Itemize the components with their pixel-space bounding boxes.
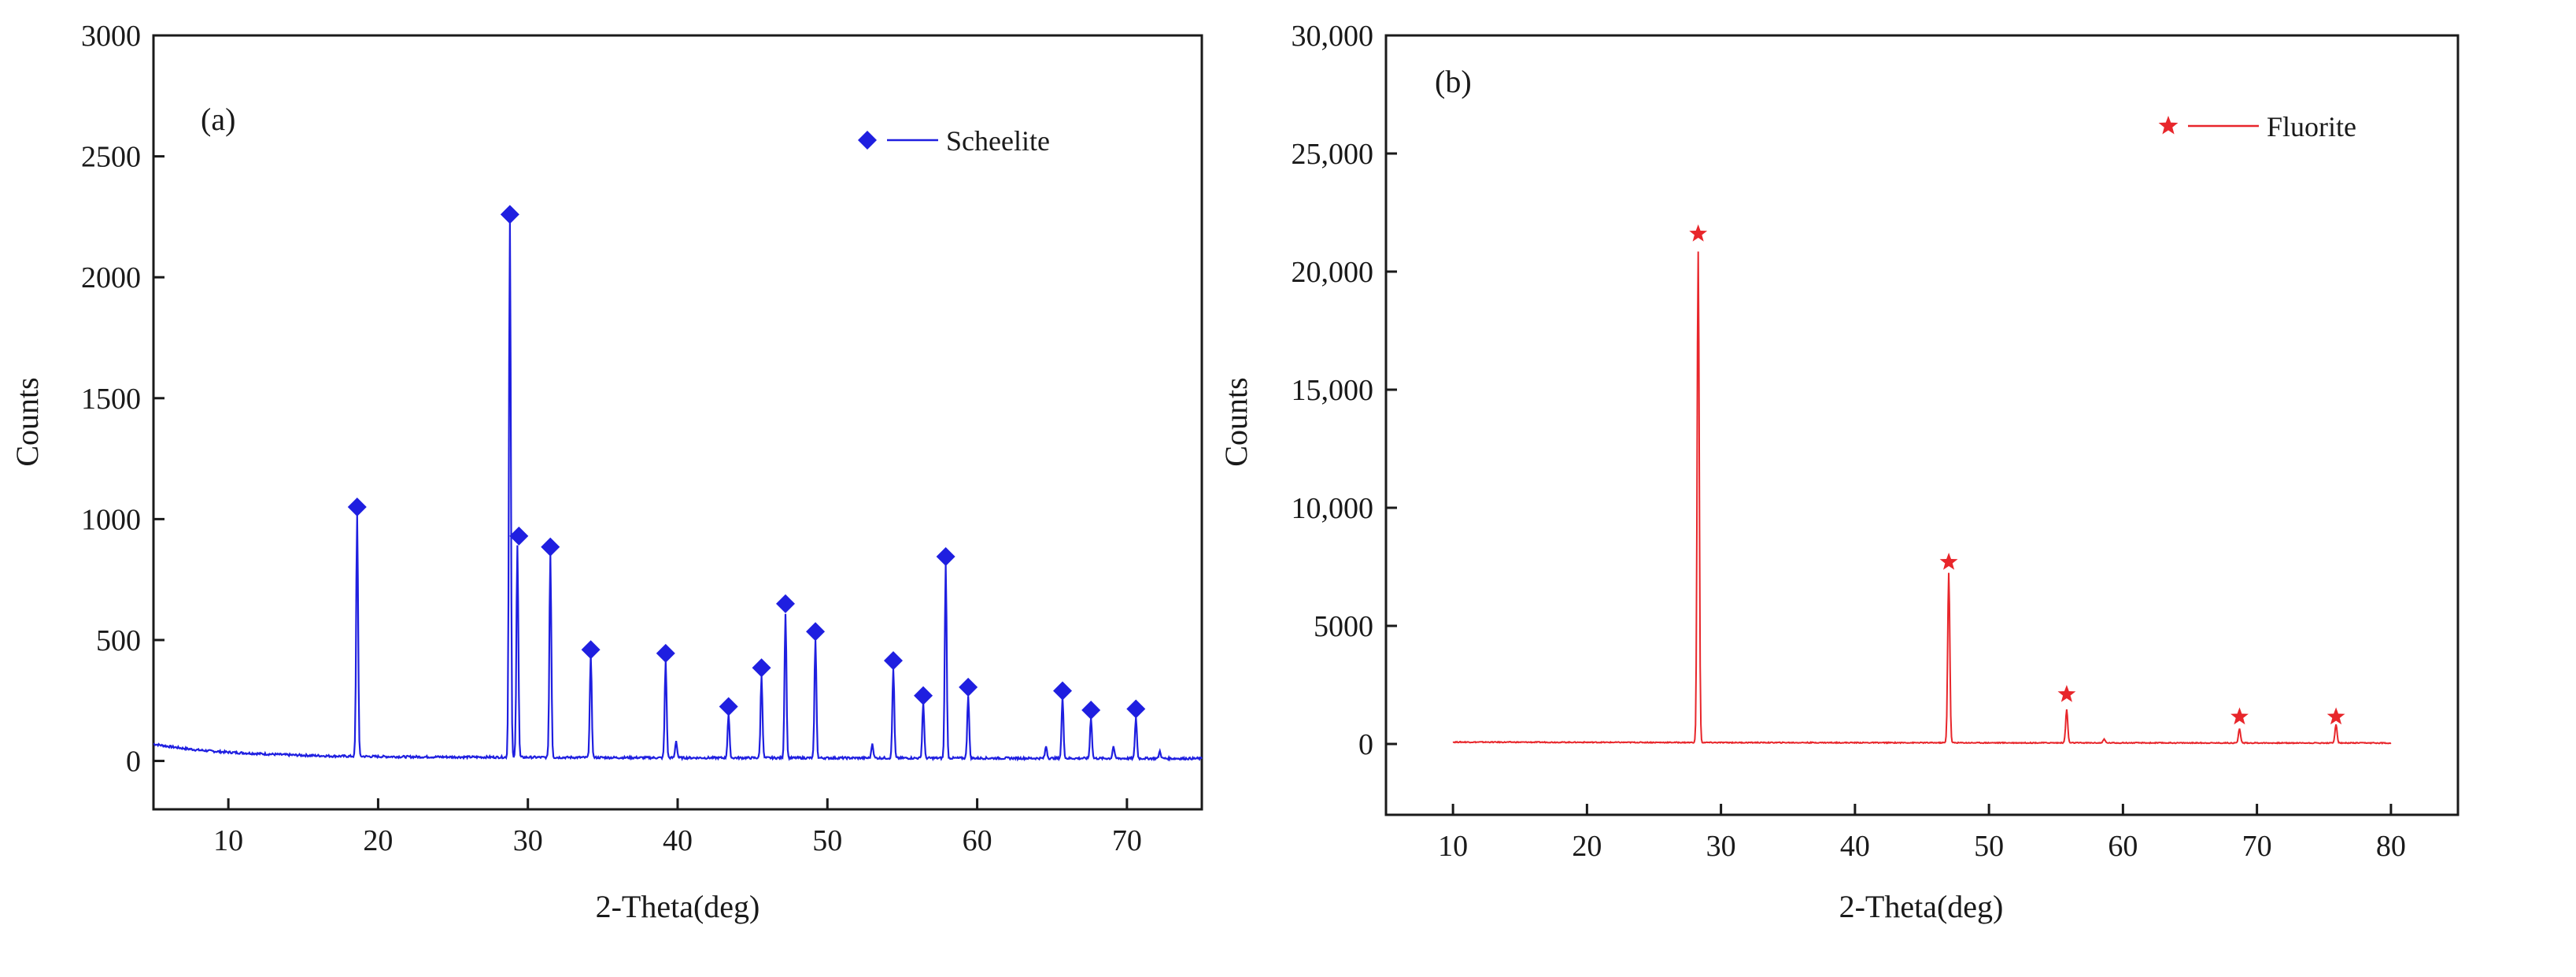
peak-diamond-marker	[806, 622, 826, 642]
x-tick-label: 50	[1974, 830, 2004, 863]
y-tick-label: 0	[126, 746, 141, 779]
y-tick-label: 1500	[81, 383, 141, 416]
y-tick-label: 5000	[1314, 610, 1373, 643]
peak-star-marker	[1939, 553, 1958, 570]
y-tick-label: 500	[96, 624, 141, 657]
scheelite-series-line	[153, 221, 1203, 762]
peak-diamond-marker	[581, 640, 601, 660]
peak-diamond-marker	[1126, 699, 1146, 719]
peak-star-marker	[2057, 685, 2076, 702]
y-tick-label: 15,000	[1292, 374, 1374, 407]
peak-star-marker	[2327, 707, 2345, 725]
peak-diamond-marker	[500, 205, 519, 224]
x-ticks-a: 10 20 30 40 50 60 70	[213, 798, 1142, 857]
x-tick-label: 20	[1572, 830, 1602, 863]
peak-diamond-marker	[914, 686, 933, 705]
y-ticks-a: 0 500 1000 1500 2000 2500 3000	[81, 20, 164, 779]
y-tick-label: 25,000	[1292, 138, 1374, 171]
legend-diamond-icon	[858, 131, 877, 150]
x-axis-title-b: 2-Theta(deg)	[1839, 889, 2004, 924]
peak-diamond-marker	[541, 537, 560, 557]
x-tick-label: 60	[2108, 830, 2138, 863]
y-tick-label: 2000	[81, 261, 141, 294]
x-tick-label: 30	[513, 824, 543, 857]
x-tick-label: 40	[1840, 830, 1870, 863]
legend-label-scheelite: Scheelite	[946, 125, 1050, 157]
plot-frame-b	[1384, 34, 2460, 816]
peak-diamond-marker	[752, 658, 771, 678]
x-tick-label: 70	[2242, 830, 2272, 863]
y-axis-title-a: Counts	[9, 377, 45, 466]
legend-b: Fluorite	[2158, 111, 2356, 142]
y-ticks-b: 0 5000 10,000 15,000 20,000 25,000 30,000	[1292, 20, 1397, 761]
y-tick-label: 20,000	[1292, 256, 1374, 289]
y-tick-label: 30,000	[1292, 20, 1374, 53]
peak-diamond-marker	[509, 526, 529, 546]
peak-diamond-marker	[1081, 701, 1101, 720]
peak-diamond-marker	[719, 697, 738, 716]
panel-label-a: (a)	[201, 102, 235, 137]
x-tick-label: 20	[363, 824, 393, 857]
peak-diamond-marker	[1053, 681, 1073, 701]
x-ticks-b: 10 20 30 40 50 60 70 80	[1438, 804, 2406, 863]
legend-star-icon	[2158, 116, 2179, 135]
x-tick-label: 30	[1706, 830, 1736, 863]
peak-diamond-marker	[884, 651, 904, 671]
y-tick-label: 1000	[81, 503, 141, 536]
peak-diamond-marker	[776, 594, 796, 613]
fluorite-markers	[1689, 224, 2345, 725]
peak-diamond-marker	[959, 677, 978, 697]
legend-label-fluorite: Fluorite	[2267, 111, 2356, 142]
peak-star-marker	[1689, 224, 1708, 242]
scheelite-markers	[347, 205, 1146, 720]
legend-a: Scheelite	[858, 125, 1050, 157]
peak-diamond-marker	[347, 498, 367, 517]
x-tick-label: 70	[1112, 824, 1142, 857]
y-axis-title-b: Counts	[1218, 377, 1254, 466]
peak-diamond-marker	[656, 643, 675, 663]
y-tick-label: 2500	[81, 141, 141, 174]
x-tick-label: 50	[812, 824, 842, 857]
peak-star-marker	[2230, 707, 2249, 725]
x-tick-label: 60	[963, 824, 992, 857]
x-tick-label: 10	[1438, 830, 1468, 863]
fluorite-series-line	[1452, 251, 2392, 745]
y-tick-label: 0	[1358, 728, 1373, 761]
chart-panel-a: (a) 10 20 30 40 50 60 70 0 500 1000 1500 2000 2500 3…	[9, 20, 1203, 924]
x-tick-label: 40	[663, 824, 693, 857]
x-tick-label: 80	[2376, 830, 2406, 863]
y-tick-label: 3000	[81, 20, 141, 53]
panel-label-b: (b)	[1435, 64, 1472, 99]
x-axis-title-a: 2-Theta(deg)	[596, 889, 760, 924]
peak-diamond-marker	[936, 546, 955, 566]
chart-panel-b: (b) 10 20 30 40 50 60 70 80 0 5000 10,000 15,000 20…	[1218, 20, 2460, 924]
y-tick-label: 10,000	[1292, 492, 1374, 525]
x-tick-label: 10	[213, 824, 243, 857]
